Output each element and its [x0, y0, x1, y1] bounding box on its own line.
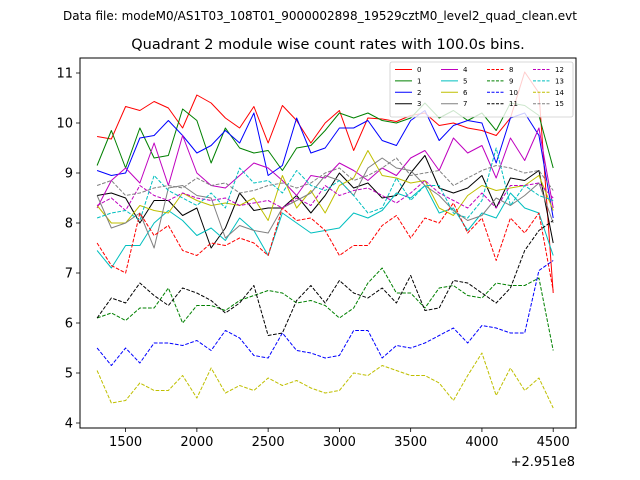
- series-line-8: [96, 202, 554, 291]
- x-tick-label: 3000: [323, 435, 356, 450]
- x-tick-label: 4500: [537, 435, 570, 450]
- plot-background: [80, 58, 576, 428]
- series-line-15: [96, 157, 554, 196]
- series-line-11: [96, 220, 554, 336]
- chart-title: Quadrant 2 module wise count rates with …: [131, 37, 525, 53]
- legend-label-14: 14: [555, 89, 564, 97]
- file-name-suptitle: Data file: modeM0/AS1T03_108T01_90000028…: [63, 9, 577, 23]
- legend-label-0: 0: [417, 66, 421, 74]
- y-tick-label: 9: [65, 167, 73, 182]
- legend-label-6: 6: [463, 89, 468, 97]
- legend-label-10: 10: [509, 89, 518, 97]
- x-axis: 1500 2000 2500 3000 3500 4000 4500: [109, 428, 570, 450]
- legend-label-3: 3: [417, 100, 421, 108]
- plot-frame: [79, 57, 577, 429]
- series-line-13: [96, 147, 554, 221]
- y-tick-label: 8: [65, 217, 73, 232]
- y-tick-label: 6: [65, 317, 73, 332]
- legend-label-2: 2: [417, 89, 421, 97]
- y-tick-label: 5: [65, 367, 73, 382]
- legend-label-4: 4: [463, 66, 468, 74]
- series-line-12: [96, 180, 554, 211]
- series-line-0: [97, 71, 554, 294]
- series-line-10: [96, 260, 554, 366]
- series-line-2: [96, 110, 554, 219]
- legend-label-8: 8: [509, 66, 513, 74]
- y-tick-label: 11: [56, 67, 73, 82]
- y-tick-label: 10: [56, 117, 73, 132]
- x-axis-offset-label: +2.951e8: [511, 455, 575, 470]
- legend-label-11: 11: [509, 100, 518, 108]
- x-tick-label: 2000: [180, 435, 213, 450]
- y-tick-label: 4: [65, 417, 73, 432]
- legend-label-7: 7: [463, 100, 467, 108]
- x-tick-label: 1500: [109, 435, 142, 450]
- legend-label-1: 1: [417, 77, 421, 85]
- legend-label-9: 9: [509, 77, 513, 85]
- series-line-14: [96, 352, 554, 409]
- y-tick-label: 7: [65, 267, 73, 282]
- legend-label-15: 15: [555, 100, 564, 108]
- legend-label-13: 13: [555, 77, 564, 85]
- legend-label-5: 5: [463, 77, 467, 85]
- legend-box: [389, 61, 574, 118]
- x-tick-label: 4000: [465, 435, 498, 450]
- y-axis: 4 5 6 7 8 9 10 11: [56, 67, 80, 432]
- series-lines: [96, 71, 554, 409]
- plot-area: [79, 57, 577, 429]
- x-tick-label: 3500: [394, 435, 427, 450]
- legend-label-12: 12: [555, 66, 564, 74]
- series-line-4: [96, 127, 554, 209]
- x-tick-label: 2500: [252, 435, 285, 450]
- series-line-7: [96, 157, 554, 249]
- series-line-6: [96, 150, 554, 224]
